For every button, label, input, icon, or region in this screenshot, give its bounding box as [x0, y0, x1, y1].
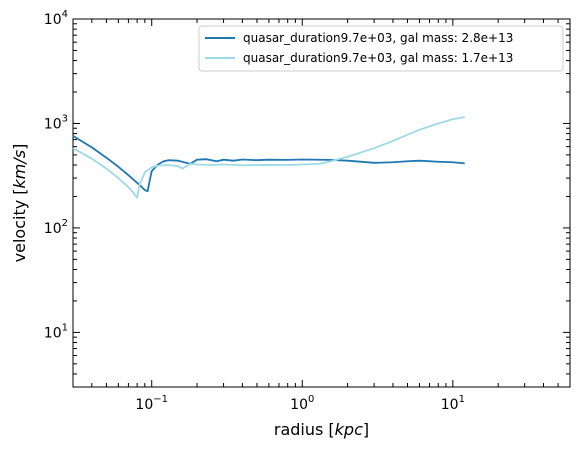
y-axis-title: velocity [km/s]	[10, 144, 29, 263]
x-axis-title: radius [kpc]	[274, 420, 369, 439]
legend-label-series-1: quasar_duration9.7e+03, gal mass: 2.8e+1…	[243, 31, 513, 45]
legend-label-series-2: quasar_duration9.7e+03, gal mass: 1.7e+1…	[243, 51, 513, 65]
legend: quasar_duration9.7e+03, gal mass: 2.8e+1…	[199, 26, 563, 71]
